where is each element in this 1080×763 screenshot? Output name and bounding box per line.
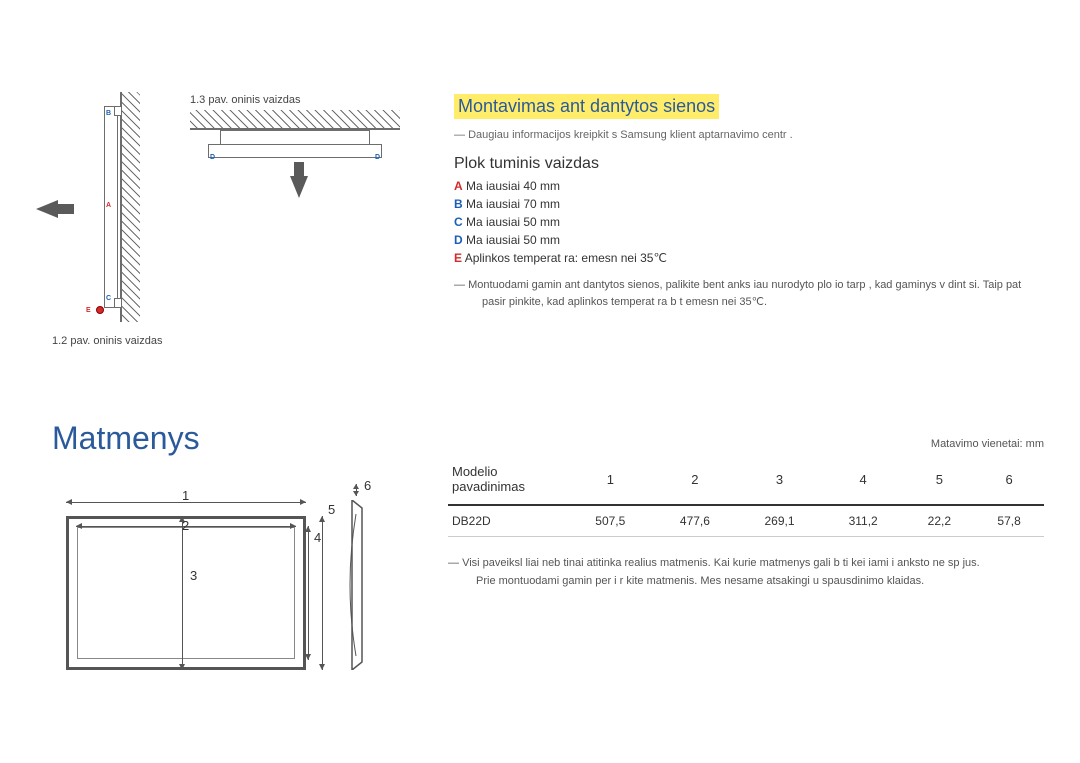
cell-model: DB22D [448, 505, 568, 537]
caption-fig-1-2: 1.2 pav. oninis vaizdas [52, 335, 162, 347]
caption-fig-1-3: 1.3 pav. oninis vaizdas [190, 94, 300, 106]
wall-hatch-vertical [120, 92, 140, 322]
dim-5: 5 [328, 502, 335, 517]
arrow-down-icon [290, 176, 308, 198]
section-title-mount: Montavimas ant dantytos sienos [454, 94, 719, 119]
arrow-left-icon [36, 200, 58, 218]
unit-note: Matavimo vienetai: mm [448, 438, 1044, 450]
spec-d-label: D [454, 233, 463, 247]
cell-4: 311,2 [822, 505, 905, 537]
cell-3: 269,1 [737, 505, 822, 537]
mount-subhead: Plok tuminis vaizdas [454, 155, 1044, 173]
clearance-spec-list: A Ma iausiai 40 mm B Ma iausiai 70 mm C … [454, 179, 1044, 265]
side-view-diagram: B A C E [76, 92, 140, 322]
dim-1: 1 [182, 488, 189, 503]
th-6: 6 [974, 456, 1044, 505]
spec-b-label: B [454, 197, 463, 211]
th-model: Modelio pavadinimas [448, 456, 568, 505]
label-e: E [86, 307, 91, 314]
label-c: C [106, 295, 111, 302]
side-profile-icon [348, 500, 366, 670]
front-dimension-drawing: 1 2 3 4 5 6 [52, 478, 382, 678]
bracket-top [114, 106, 122, 116]
dim-2: 2 [182, 518, 189, 533]
spec-b-val: Ma iausiai 70 mm [466, 197, 560, 211]
bracket-bottom [114, 298, 122, 308]
spec-a-label: A [454, 179, 463, 193]
th-3: 3 [737, 456, 822, 505]
dim-6: 6 [364, 478, 371, 493]
temp-sensor-dot [96, 306, 104, 314]
spec-c-label: C [454, 215, 463, 229]
spec-a-val: Ma iausiai 40 mm [466, 179, 560, 193]
dim-3: 3 [190, 568, 197, 583]
dim-4: 4 [314, 530, 321, 545]
cell-5: 22,2 [904, 505, 974, 537]
th-1: 1 [568, 456, 653, 505]
section-title-dimensions: Matmenys [52, 420, 200, 457]
panel-top-bar [208, 144, 382, 158]
table-row: DB22D 507,5 477,6 269,1 311,2 22,2 57,8 [448, 505, 1044, 537]
label-a: A [106, 202, 111, 209]
wall-hatch-horizontal [190, 110, 400, 130]
label-d-left: D [210, 154, 215, 161]
table-footnote: Visi paveiksl liai neb tinai atitinka re… [448, 555, 1044, 590]
cell-6: 57,8 [974, 505, 1044, 537]
th-4: 4 [822, 456, 905, 505]
panel-front-rect [66, 516, 306, 670]
th-5: 5 [904, 456, 974, 505]
spec-c-val: Ma iausiai 50 mm [466, 215, 560, 229]
mount-body-note: Montuodami gamin ant dantytos sienos, pa… [454, 277, 1044, 310]
spec-e-label: E [454, 251, 462, 265]
label-d-right: D [375, 154, 380, 161]
th-2: 2 [653, 456, 738, 505]
cell-2: 477,6 [653, 505, 738, 537]
spec-d-val: Ma iausiai 50 mm [466, 233, 560, 247]
mount-service-note: Daugiau informacijos kreipkit s Samsung … [454, 129, 1044, 141]
label-b: B [106, 110, 111, 117]
spec-e-val: Aplinkos temperat ra: emesn nei 35℃ [465, 251, 667, 265]
cell-1: 507,5 [568, 505, 653, 537]
dimensions-table: Modelio pavadinimas 1 2 3 4 5 6 DB22D 50… [448, 456, 1044, 537]
